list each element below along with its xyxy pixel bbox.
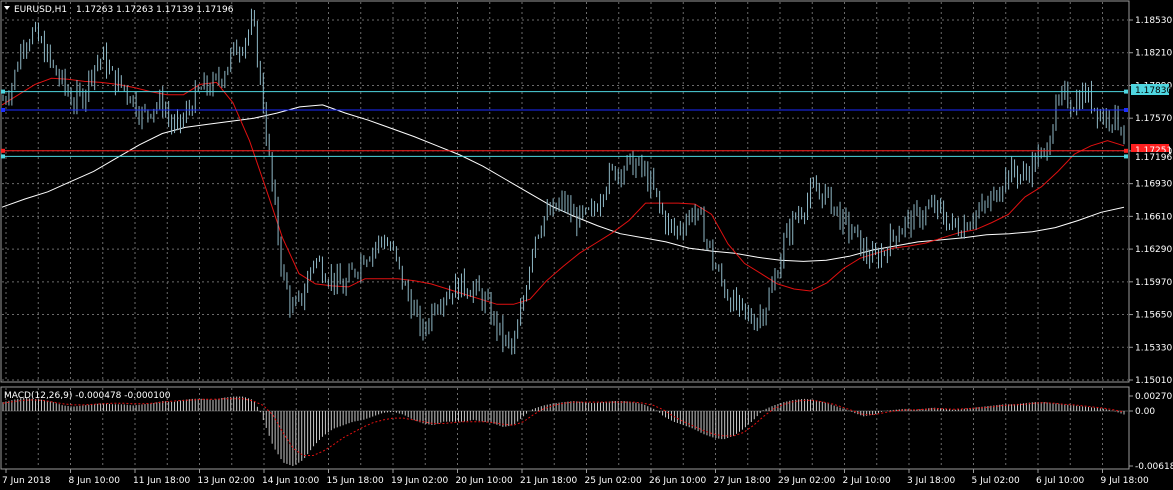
hline-blue-handle xyxy=(1124,108,1128,112)
time-tick-label: 5 Jul 02:00 xyxy=(972,476,1021,486)
price-bars xyxy=(2,8,1125,355)
time-tick-label: 8 Jun 10:00 xyxy=(69,476,121,486)
time-tick-label: 20 Jun 10:00 xyxy=(456,476,513,486)
svg-text:1.17196: 1.17196 xyxy=(1135,153,1172,163)
price-tick-label: 1.15330 xyxy=(1135,343,1172,353)
time-axis: 7 Jun 2018 8 Jun 10:00 11 Jun 18:00 13 Jun … xyxy=(2,469,1149,486)
macd-tick-label: -0.006182 xyxy=(1135,462,1173,472)
price-tag-red: 1.17251 xyxy=(1131,144,1172,156)
svg-text:1.17830: 1.17830 xyxy=(1135,86,1172,96)
hline-red-handle xyxy=(1,148,5,153)
macd-axis: 0.002701 0.00 -0.006182 xyxy=(1129,392,1173,472)
hline-cyan-handle xyxy=(1,89,5,94)
svg-text:1.17251: 1.17251 xyxy=(1135,146,1172,156)
hline-cyan-lower-handle xyxy=(1124,154,1128,159)
price-tick-label: 1.15010 xyxy=(1135,376,1172,386)
time-tick-label: 25 Jun 02:00 xyxy=(585,476,642,486)
time-tick-label: 9 Jul 18:00 xyxy=(1101,476,1150,486)
symbol-label: EURUSD,H1 xyxy=(14,5,67,15)
price-tick-label: 1.17570 xyxy=(1135,114,1172,124)
macd-tick-label: 0.00 xyxy=(1135,407,1155,417)
macd-label: MACD(12,26,9) -0.000478 -0.000100 xyxy=(4,391,171,401)
time-tick-label: 11 Jun 18:00 xyxy=(133,476,190,486)
time-tick-label: 21 Jun 18:00 xyxy=(520,476,577,486)
macd-tick-label: 0.002701 xyxy=(1135,392,1173,402)
hline-red-handle xyxy=(1124,148,1128,153)
ohlc-values: 1.17263 1.17263 1.17139 1.17196 xyxy=(76,5,234,15)
slow-moving-average xyxy=(1,104,1125,262)
price-tick-label: 1.16290 xyxy=(1135,245,1172,255)
price-tick-label: 1.15650 xyxy=(1135,311,1172,321)
symbol-dropdown-icon[interactable] xyxy=(4,6,10,10)
macd-signal-line xyxy=(2,398,1125,456)
price-tick-label: 1.16930 xyxy=(1135,180,1172,190)
time-tick-label: 6 Jul 10:00 xyxy=(1036,476,1085,486)
hline-cyan-lower-handle xyxy=(1,154,5,159)
hline-cyan-handle xyxy=(1124,89,1128,94)
time-tick-label: 19 Jun 02:00 xyxy=(391,476,448,486)
price-tick-label: 1.15970 xyxy=(1135,278,1172,288)
macd-pane-frame xyxy=(0,386,1130,470)
main-pane-frame xyxy=(0,0,1130,383)
time-tick-label: 3 Jul 18:00 xyxy=(907,476,956,486)
hline-blue-handle xyxy=(1,108,5,112)
price-tag-cyan: 1.17830 xyxy=(1131,84,1172,96)
price-tag-white: 1.17196 xyxy=(1131,152,1172,163)
time-tick-label: 26 Jun 10:00 xyxy=(649,476,706,486)
time-tick-label: 14 Jun 10:00 xyxy=(262,476,319,486)
horizontal-lines[interactable] xyxy=(1,89,1128,159)
time-tick-label: 2 Jul 10:00 xyxy=(843,476,892,486)
price-tick-label: 1.16610 xyxy=(1135,212,1172,222)
time-tick-label: 15 Jun 18:00 xyxy=(327,476,384,486)
time-tick-label: 29 Jun 02:00 xyxy=(778,476,835,486)
time-tick-label: 27 Jun 18:00 xyxy=(714,476,771,486)
time-tick-label: 13 Jun 02:00 xyxy=(198,476,255,486)
macd-indicator xyxy=(2,396,1128,467)
price-tick-label: 1.18210 xyxy=(1135,49,1172,59)
price-tick-label: 1.18530 xyxy=(1135,16,1172,26)
time-tick-label: 7 Jun 2018 xyxy=(2,476,51,486)
